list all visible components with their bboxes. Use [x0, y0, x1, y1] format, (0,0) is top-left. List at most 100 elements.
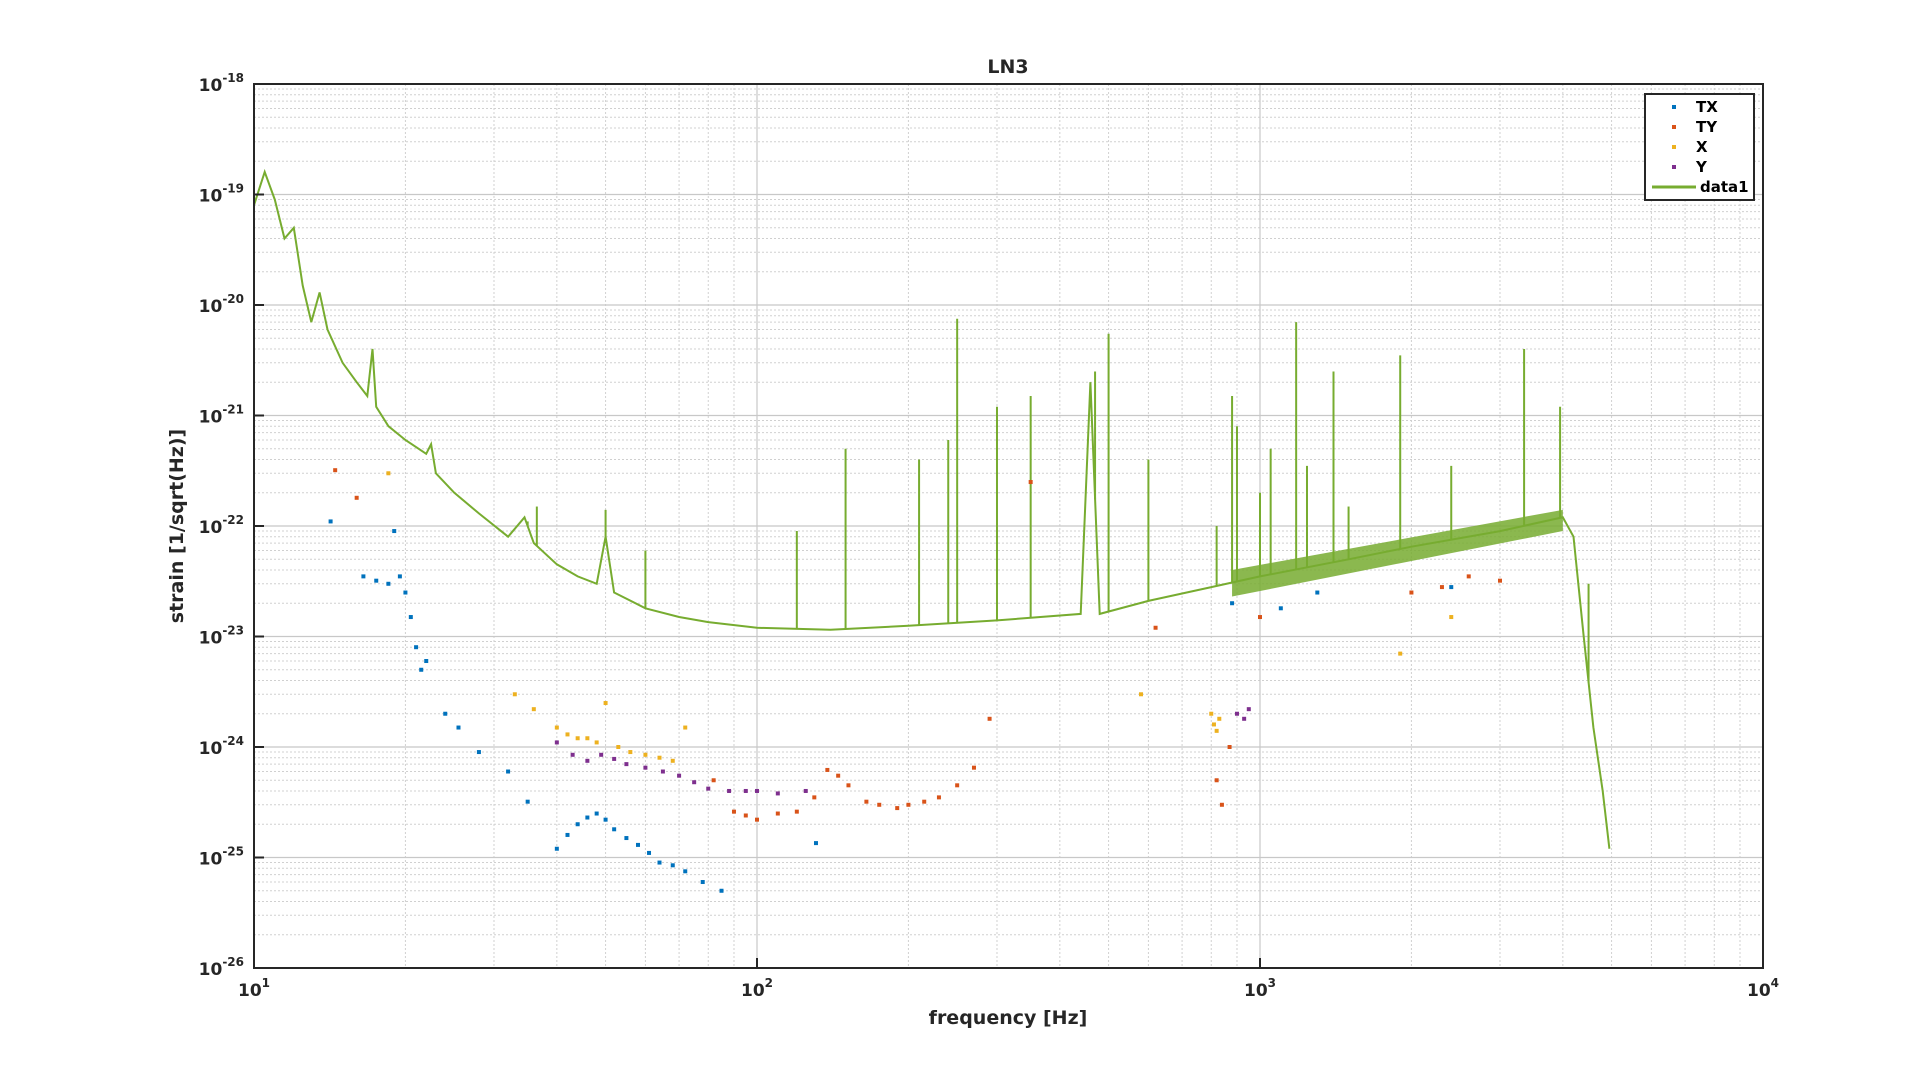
legend-marker-y	[1672, 165, 1676, 169]
data-point-y	[706, 786, 711, 791]
data-point-ty	[1153, 625, 1158, 630]
data-point-tx	[414, 645, 419, 650]
series-y	[554, 707, 1251, 796]
data-point-x	[554, 725, 559, 730]
data-point-y	[599, 752, 604, 757]
data-point-tx	[575, 822, 580, 827]
data-point-ty	[1227, 745, 1232, 749]
data-point-y	[624, 762, 629, 767]
data-point-x	[1214, 728, 1219, 733]
data-point-tx	[424, 659, 429, 664]
x-tick-label: 104	[1747, 976, 1779, 1001]
data-point-ty	[987, 716, 992, 721]
data-point-y	[677, 773, 682, 778]
data-point-x	[616, 745, 621, 749]
data-point-y	[775, 791, 780, 796]
data-point-tx	[636, 842, 641, 847]
legend-box	[1644, 93, 1755, 201]
data-point-tx	[328, 519, 333, 524]
data-point-x	[1209, 711, 1214, 716]
y-tick-label: 10-26	[199, 955, 244, 980]
data-point-y	[585, 758, 590, 763]
data-point-ty	[333, 468, 338, 473]
data-point-ty	[922, 799, 927, 804]
data-point-ty	[354, 495, 359, 500]
y-tick-label: 10-23	[199, 624, 244, 649]
data-point-x	[683, 725, 688, 730]
data-point-ty	[971, 765, 976, 770]
legend-label-ty: TY	[1696, 118, 1718, 136]
data-point-tx	[392, 529, 397, 534]
series-line-data1	[253, 168, 1611, 849]
data-point-tx	[585, 815, 590, 820]
y-tick-label: 10-18	[199, 71, 244, 96]
series-ty	[333, 468, 1502, 822]
series-tx	[328, 519, 1454, 893]
data-point-tx	[1449, 585, 1454, 590]
data-point-tx	[594, 811, 599, 816]
data-point-ty	[1439, 585, 1444, 590]
x-tick-label: 102	[741, 976, 773, 1001]
data-point-tx	[525, 799, 530, 804]
data-point-tx	[1230, 601, 1235, 606]
data-point-y	[803, 788, 808, 793]
data-point-ty	[906, 802, 911, 807]
legend-marker-tx	[1672, 105, 1676, 109]
data-point-ty	[1214, 778, 1219, 783]
x-axis-label: frequency [Hz]	[929, 1007, 1088, 1029]
data-point-x	[643, 752, 648, 757]
data-point-x	[1139, 692, 1144, 697]
data-point-tx	[624, 836, 629, 841]
data-point-y	[570, 752, 575, 757]
legend-label-tx: TX	[1696, 98, 1718, 116]
legend-marker-x	[1672, 145, 1676, 149]
data-point-tx	[612, 827, 617, 832]
data-point-ty	[846, 783, 851, 788]
legend-marker-ty	[1672, 125, 1676, 129]
data-point-x	[1398, 651, 1403, 656]
data-point-tx	[1278, 606, 1283, 611]
data-point-tx	[361, 574, 366, 579]
data-point-y	[1234, 711, 1239, 716]
data-point-ty	[794, 809, 799, 814]
data-point-ty	[1028, 480, 1033, 485]
data-point-ty	[755, 817, 759, 822]
data-point-x	[585, 736, 590, 741]
data-point-tx	[700, 880, 705, 885]
chart-title: LN3	[987, 56, 1028, 78]
data-point-tx	[719, 888, 724, 893]
x-tick-label: 101	[238, 976, 270, 1001]
data-point-ty	[743, 813, 748, 818]
data-point-tx	[670, 863, 675, 868]
data-point-x	[1449, 615, 1454, 620]
data-point-x	[531, 707, 536, 712]
grid	[253, 83, 1764, 969]
data-point-ty	[1409, 590, 1414, 595]
data-point-tx	[506, 769, 511, 774]
data-point-tx	[554, 846, 559, 851]
data-point-x	[628, 750, 633, 755]
data-point-tx	[647, 850, 652, 855]
data-point-tx	[603, 817, 608, 822]
data-point-x	[603, 701, 608, 706]
series-x	[386, 471, 1454, 763]
axis-ticks: 101 102 103 104 10-18 10-19 10-20 10-21 10-22 10-…	[199, 71, 1779, 1001]
y-tick-label: 10-20	[199, 292, 244, 317]
data-point-y	[554, 740, 559, 745]
data-point-tx	[657, 860, 662, 865]
data-point-ty	[955, 783, 960, 788]
y-tick-label: 10-22	[199, 513, 244, 538]
data-point-tx	[386, 581, 391, 586]
data-point-x	[1211, 722, 1216, 727]
data-point-y	[643, 765, 648, 770]
data-point-x	[565, 732, 570, 737]
data-point-x	[386, 471, 391, 476]
data-point-ty	[1466, 574, 1471, 579]
data-point-x	[670, 758, 675, 763]
y-tick-label: 10-19	[199, 182, 244, 207]
data-point-y	[660, 769, 665, 774]
data-point-tx	[443, 711, 448, 716]
data-point-y	[1246, 707, 1251, 712]
data-point-ty	[775, 811, 780, 816]
data-point-y	[755, 788, 759, 793]
